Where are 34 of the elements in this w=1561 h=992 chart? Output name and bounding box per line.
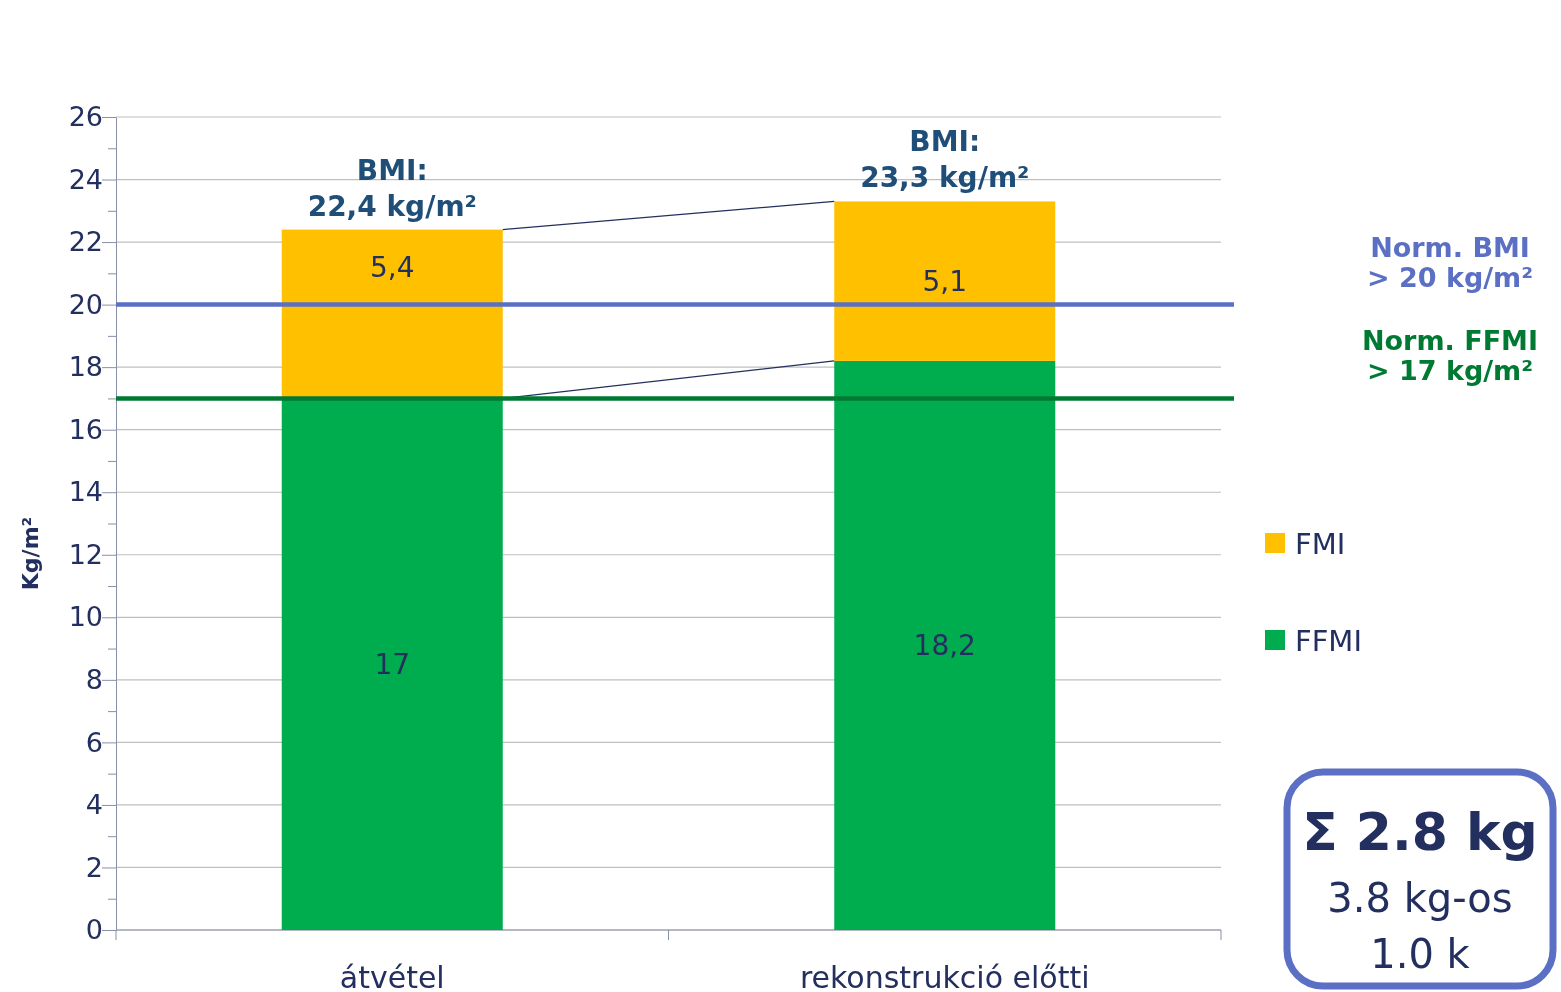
ref-line-label: Norm. BMI > 20 kg/m² [1366,231,1534,293]
x-tick-label: rekonstrukció előtti [799,960,1090,992]
data-label: 5,4 [369,251,415,285]
y-tick-label: 20 [68,288,103,320]
y-tick-label: 2 [85,851,103,883]
bar [281,398,503,930]
total-label: BMI: 23,3 kg/m² [860,125,1030,195]
y-tick-label: 18 [68,351,103,383]
y-tick-label: 12 [68,538,103,570]
total-label: BMI: 22,4 kg/m² [307,153,477,223]
bar [281,229,503,399]
ref-line-label: Norm. FFMI > 17 kg/m² [1361,325,1539,387]
y-tick-label: 22 [68,226,103,258]
text: 3.8 kg-os [1327,875,1513,921]
y-axis-title: Kg/m² [18,516,43,591]
data-label: 17 [374,648,411,682]
data-label: 18,2 [913,629,976,663]
y-tick-label: 4 [85,789,103,821]
y-tick-label: 6 [85,726,103,758]
y-tick-label: 16 [68,413,103,445]
bar [834,201,1056,361]
y-tick-label: 8 [85,663,103,695]
data-label: 5,1 [922,265,968,299]
y-tick-label: 10 [68,601,103,633]
legend-label: FMI [1295,527,1346,561]
y-tick-label: 14 [68,476,103,508]
y-tick-label: 24 [68,163,103,195]
y-tick-label: 0 [85,914,103,946]
y-tick-label: 26 [68,101,103,133]
text: 1.0 k [1370,931,1471,977]
bar [834,360,1056,930]
legend-label: FFMI [1295,624,1362,658]
x-tick-label: átvétel [339,960,445,992]
text: Σ 2.8 kg [1302,802,1538,862]
